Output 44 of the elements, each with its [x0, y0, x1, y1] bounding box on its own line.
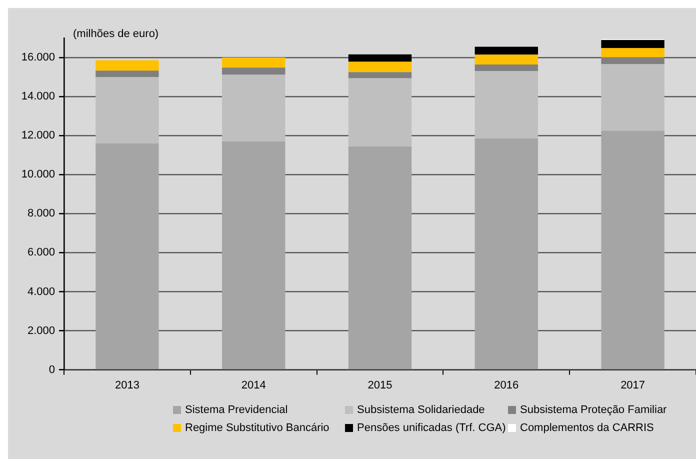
- legend-label: Complementos da CARRIS: [520, 422, 654, 434]
- legend-label: Subsistema Proteção Familiar: [520, 404, 667, 416]
- y-tick-label: 8.000: [27, 208, 55, 220]
- bar: [601, 40, 664, 48]
- y-tick-label: 12.000: [21, 130, 55, 142]
- bar: [474, 54, 538, 65]
- y-tick-label: 10.000: [21, 168, 55, 181]
- bar: [222, 141, 286, 370]
- y-tick-label: 0: [48, 364, 55, 376]
- y-tick-label: 6.000: [27, 246, 55, 259]
- y-tick-label: 16.000: [21, 52, 55, 64]
- x-tick-label: 2017: [620, 379, 646, 392]
- bar: [348, 72, 412, 78]
- x-tick-label: 2014: [241, 379, 266, 392]
- bar: [348, 62, 412, 72]
- bar: [348, 146, 412, 370]
- legend-label: Pensões unificadas (Trf. CGA): [357, 422, 506, 434]
- bar: [474, 64, 538, 72]
- legend-label: Sistema Previdencial: [185, 404, 288, 416]
- bar: [474, 138, 538, 370]
- bar: [474, 71, 538, 139]
- bar: [96, 143, 159, 370]
- x-tick-label: 2016: [494, 379, 519, 392]
- bar: [222, 74, 286, 142]
- bar: [601, 64, 664, 131]
- bar: [96, 70, 159, 78]
- legend-label: Regime Substitutivo Bancário: [185, 422, 330, 434]
- x-tick-label: 2015: [368, 379, 392, 392]
- bar: [222, 58, 286, 68]
- bar: [222, 68, 286, 75]
- bar: [348, 78, 412, 147]
- y-tick-label: 4.000: [27, 286, 55, 298]
- y-tick-label: 2.000: [27, 324, 55, 337]
- bar: [474, 46, 538, 55]
- bar: [601, 57, 664, 64]
- x-tick-label: 2013: [114, 379, 140, 392]
- y-tick-label: 14.000: [21, 90, 55, 103]
- bar: [601, 48, 664, 58]
- bar: [96, 60, 159, 71]
- bar: [348, 54, 412, 62]
- legend-label: Subsistema Solidariedade: [357, 404, 485, 416]
- bar: [96, 77, 159, 144]
- bar: [601, 130, 664, 370]
- y-axis-title: (milhões de euro): [73, 28, 159, 40]
